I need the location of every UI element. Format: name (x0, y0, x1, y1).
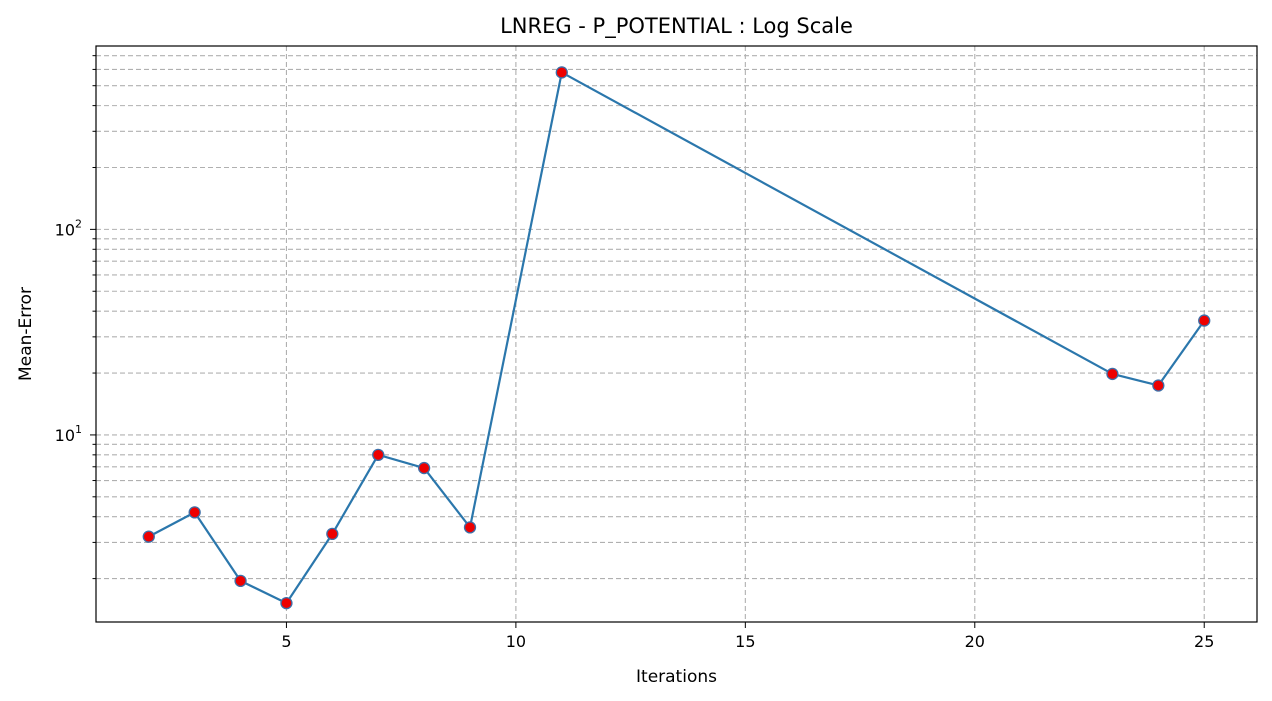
x-tick-label: 25 (1194, 632, 1214, 651)
data-point (1198, 314, 1211, 327)
data-point (1152, 379, 1165, 392)
x-axis-label: Iterations (636, 667, 717, 687)
x-tick-label: 20 (965, 632, 985, 651)
axis-ticks: 5 10 15 20 25 101 102 (55, 55, 1214, 651)
y-tick-label: 102 (55, 217, 82, 239)
data-point (142, 530, 155, 543)
x-tick-label: 15 (735, 632, 755, 651)
data-point (188, 506, 201, 519)
data-point (234, 574, 247, 588)
series-layer (142, 66, 1211, 610)
y-tick-label: 101 (55, 423, 82, 445)
data-point (1106, 367, 1119, 381)
plot-frame (95, 45, 1258, 623)
data-point (280, 596, 293, 610)
data-point (417, 461, 431, 475)
grid-lines (96, 46, 1257, 622)
data-point (463, 521, 477, 534)
chart-title: LNREG - P_POTENTIAL : Log Scale (500, 14, 853, 39)
x-tick-label: 10 (506, 632, 526, 651)
x-tick-label: 5 (281, 632, 291, 651)
data-point (555, 66, 568, 79)
series-line (148, 71, 1206, 605)
data-point (326, 527, 339, 541)
data-point (372, 448, 385, 461)
y-axis-label: Mean-Error (16, 287, 36, 381)
